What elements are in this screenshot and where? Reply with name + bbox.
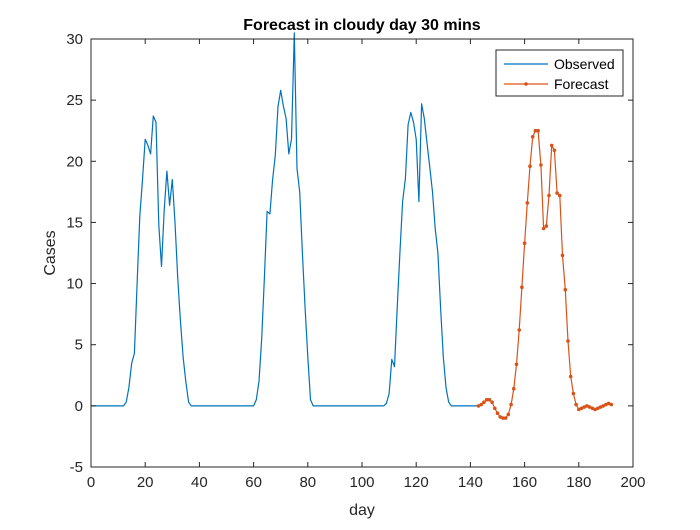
data-point-forecast [476,404,481,408]
data-point-forecast [501,416,505,420]
data-point-forecast [533,128,538,133]
data-point-forecast [574,402,578,407]
data-point-forecast [530,135,535,139]
y-tick-label: 15 [66,214,83,231]
data-point-forecast [539,163,543,167]
data-point-forecast [558,193,562,198]
data-point-forecast [528,164,532,168]
data-point-forecast [512,386,516,391]
x-tick-label: 60 [245,474,262,491]
data-point-forecast [493,406,497,411]
y-axis-label: Cases [42,230,59,275]
axes-box [90,38,634,468]
data-point-forecast [522,241,527,245]
series-line-observed [91,32,479,407]
data-point-forecast [577,407,581,412]
data-point-forecast [484,397,489,402]
data-point-forecast [552,148,557,153]
y-tick-label: -5 [70,459,83,476]
x-tick-label: 180 [566,474,591,491]
data-point-forecast [498,415,503,419]
legend-marker-forecast [524,82,528,86]
data-point-forecast [571,391,576,396]
data-point-forecast [585,404,589,408]
chart-title: Forecast in cloudy day 30 mins [243,17,481,34]
x-tick-label: 40 [191,474,208,491]
data-point-forecast [482,400,486,405]
data-point-forecast [587,405,592,409]
legend-label-forecast: Forecast [554,76,609,92]
data-point-forecast [593,407,597,412]
y-tick-label: 25 [66,92,83,109]
data-point-forecast [555,191,559,195]
x-axis: 0 20 40 60 80 100 120 140 160 180 200 [87,39,646,491]
y-tick-label: 0 [75,398,83,415]
y-tick-label: 30 [66,31,83,48]
x-tick-label: 140 [458,474,483,491]
data-point-forecast [503,416,508,420]
data-point-forecast [509,402,513,407]
y-tick-label: 10 [66,276,83,293]
data-point-forecast [490,400,494,405]
data-point-forecast [525,201,530,205]
data-point-forecast [495,411,500,416]
x-tick-label: 100 [349,474,374,491]
data-point-forecast [606,401,611,406]
data-point-forecast [609,402,614,407]
data-point-forecast [598,405,603,409]
data-point-forecast [549,143,554,148]
data-point-forecast [520,285,524,290]
data-point-forecast [596,406,600,411]
data-point-forecast [582,405,586,409]
x-axis-label: day [349,502,375,519]
data-point-forecast [514,362,519,367]
data-point-forecast [568,374,573,379]
x-tick-label: 80 [299,474,316,491]
y-axis: -5 0 5 10 15 20 25 30 [66,31,633,476]
legend-box [495,49,624,97]
data-point-forecast [560,253,565,258]
legend-label-observed: Observed [554,56,615,72]
legend: Observed Forecast [495,49,624,97]
data-point-forecast [517,328,521,332]
data-point-forecast [544,224,549,228]
y-tick-label: 20 [66,153,83,170]
data-point-forecast [536,128,540,133]
data-point-forecast [506,412,511,417]
data-point-forecast [541,226,546,231]
data-point-forecast [604,402,608,407]
x-tick-label: 120 [404,474,429,491]
data-point-forecast [479,402,484,407]
x-tick-label: 20 [137,474,154,491]
data-point-forecast [547,193,551,198]
data-point-forecast [579,406,584,411]
data-point-forecast [563,287,568,292]
x-tick-label: 0 [87,474,95,491]
x-tick-label: 200 [620,474,645,491]
data-point-forecast [566,339,570,343]
data-point-forecast [590,406,595,411]
series-line-forecast [478,130,612,419]
plot-area [91,32,614,420]
data-point-forecast [601,404,605,408]
data-point-forecast [487,397,492,402]
x-tick-label: 160 [512,474,537,491]
y-tick-label: 5 [75,337,83,354]
